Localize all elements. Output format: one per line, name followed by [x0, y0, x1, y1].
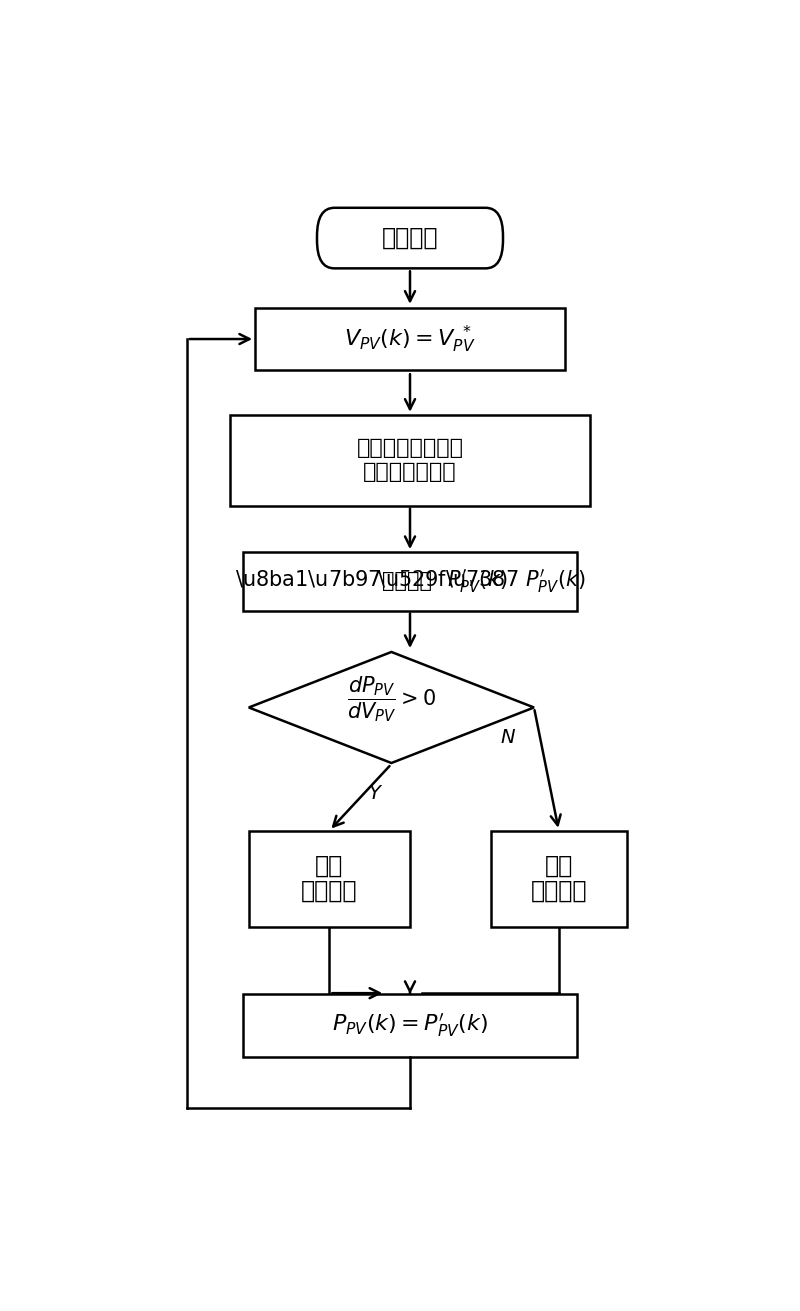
- Bar: [230, 414, 590, 506]
- Text: 程序开始: 程序开始: [382, 225, 438, 250]
- FancyBboxPatch shape: [317, 207, 503, 269]
- Bar: [249, 831, 410, 927]
- Text: 检测光伏电池阵列: 检测光伏电池阵列: [357, 438, 463, 458]
- Bar: [255, 308, 565, 370]
- Bar: [242, 552, 578, 611]
- Text: 计算功率: 计算功率: [382, 572, 438, 591]
- Text: 输出电压和电流: 输出电压和电流: [363, 463, 457, 482]
- Text: \u8ba1\u7b97\u529f\u7387 $P_{PV}'(k)$: \u8ba1\u7b97\u529f\u7387 $P_{PV}'(k)$: [234, 568, 586, 595]
- Text: $P_{PV}'(k)$: $P_{PV}'(k)$: [447, 568, 508, 595]
- Text: $\dfrac{dP_{PV}}{dV_{PV}}>0$: $\dfrac{dP_{PV}}{dV_{PV}}>0$: [347, 675, 436, 724]
- Text: 改变: 改变: [545, 853, 573, 878]
- Text: 保持: 保持: [315, 853, 343, 878]
- Polygon shape: [249, 652, 534, 763]
- Text: $N$: $N$: [500, 729, 516, 747]
- Bar: [242, 994, 578, 1057]
- Bar: [490, 831, 627, 927]
- Text: $Y$: $Y$: [368, 784, 383, 802]
- Text: 搜索方向: 搜索方向: [530, 880, 587, 903]
- Text: $V_{PV}(k)=V_{PV}^{\ *}$: $V_{PV}(k)=V_{PV}^{\ *}$: [344, 324, 476, 354]
- Text: $P_{PV}(k)=P_{PV}'(k)$: $P_{PV}(k)=P_{PV}'(k)$: [332, 1012, 488, 1040]
- Text: 搜索方向: 搜索方向: [301, 880, 358, 903]
